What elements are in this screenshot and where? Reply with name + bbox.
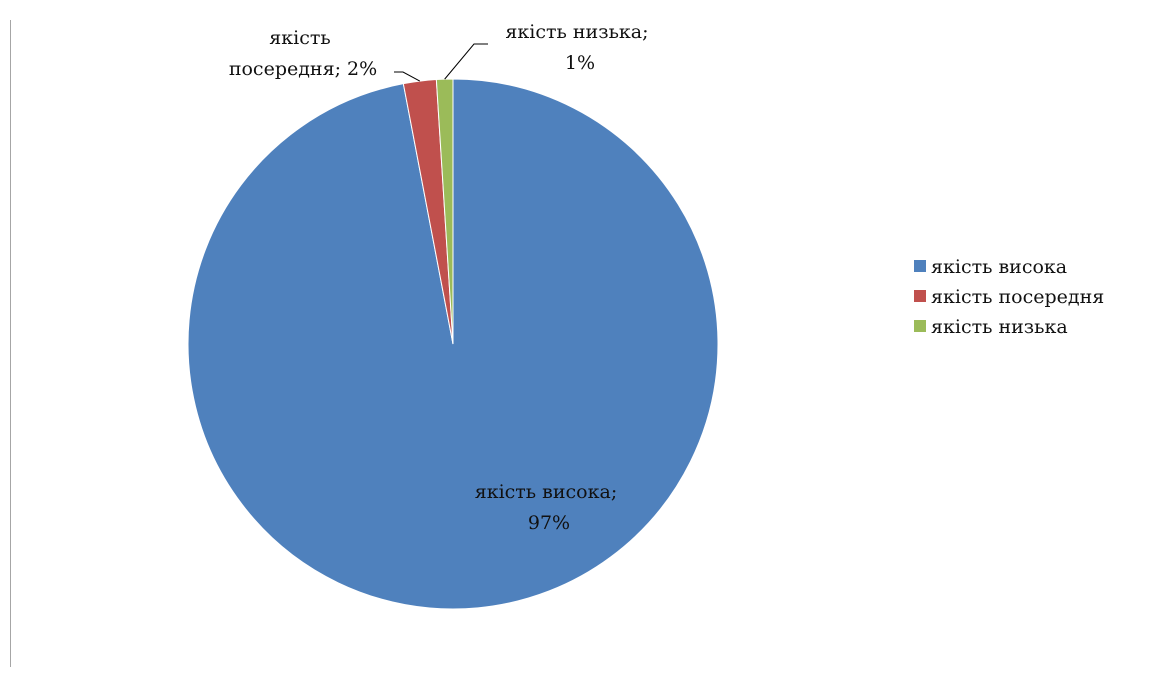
legend-swatch-low: [914, 320, 926, 332]
legend: якість висока якість посередня якість ни…: [914, 256, 1104, 338]
data-label-high-line1: якість висока;: [475, 481, 618, 503]
legend-label-high: якість висока: [931, 256, 1067, 278]
data-label-medium-line2: посередня; 2%: [229, 58, 377, 80]
data-label-medium-line1: якість: [269, 27, 330, 49]
data-label-high: якість висока; 97%: [475, 481, 624, 534]
legend-label-medium: якість посередня: [931, 286, 1104, 308]
data-label-low-line2: 1%: [565, 52, 595, 74]
legend-swatch-medium: [914, 290, 926, 302]
leader-line-low: [444, 43, 488, 80]
leader-line-medium: [394, 71, 421, 82]
data-label-high-line2: 97%: [528, 512, 570, 534]
legend-swatch-high: [914, 260, 926, 272]
data-label-low-line1: якість низька;: [505, 21, 648, 43]
data-label-medium: якість посередня; 2%: [229, 27, 377, 80]
leader-lines: [394, 43, 488, 82]
frame-line: [10, 20, 11, 667]
data-label-low: якість низька; 1%: [505, 21, 654, 74]
pie-slices: [187, 78, 719, 610]
legend-label-low: якість низька: [931, 316, 1068, 338]
